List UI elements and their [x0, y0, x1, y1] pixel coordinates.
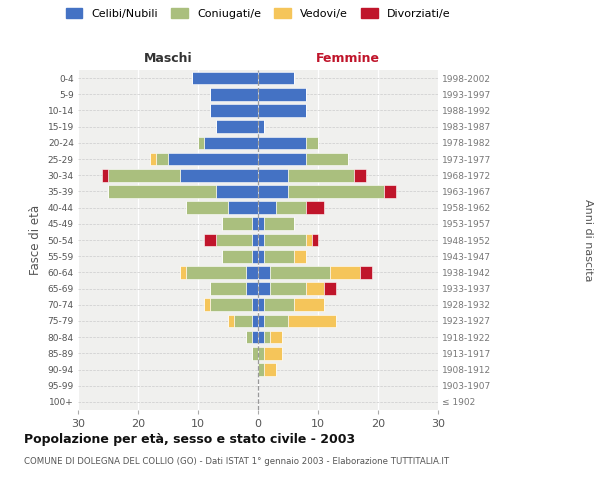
Bar [150, 152, 156, 166]
Y-axis label: Fasce di età: Fasce di età [29, 205, 42, 275]
Bar [354, 169, 366, 181]
Bar [306, 136, 318, 149]
Bar [228, 314, 234, 328]
Bar [288, 169, 354, 181]
Text: Anni di nascita: Anni di nascita [583, 198, 593, 281]
Bar [306, 234, 312, 246]
Bar [264, 298, 294, 311]
Bar [258, 314, 264, 328]
Bar [264, 234, 306, 246]
Bar [252, 234, 258, 246]
Bar [270, 282, 306, 295]
Bar [288, 185, 384, 198]
Bar [180, 266, 186, 278]
Text: COMUNE DI DOLEGNA DEL COLLIO (GO) - Dati ISTAT 1° gennaio 2003 - Elaborazione TU: COMUNE DI DOLEGNA DEL COLLIO (GO) - Dati… [24, 458, 449, 466]
Bar [258, 363, 264, 376]
Bar [204, 136, 258, 149]
Bar [258, 331, 264, 344]
Bar [216, 185, 258, 198]
Bar [258, 152, 306, 166]
Bar [246, 266, 258, 278]
Bar [258, 250, 264, 262]
Bar [108, 185, 216, 198]
Bar [204, 298, 210, 311]
Bar [306, 202, 324, 214]
Bar [258, 169, 288, 181]
Bar [228, 202, 258, 214]
Bar [276, 202, 306, 214]
Bar [264, 250, 294, 262]
Bar [216, 234, 252, 246]
Bar [180, 169, 258, 181]
Bar [222, 250, 252, 262]
Bar [330, 266, 360, 278]
Bar [102, 169, 108, 181]
Bar [246, 282, 258, 295]
Bar [156, 152, 168, 166]
Bar [252, 298, 258, 311]
Bar [258, 266, 270, 278]
Bar [270, 331, 282, 344]
Bar [210, 282, 246, 295]
Bar [186, 266, 246, 278]
Bar [264, 347, 282, 360]
Bar [270, 266, 330, 278]
Bar [294, 250, 306, 262]
Bar [186, 202, 228, 214]
Bar [258, 104, 306, 117]
Bar [210, 298, 252, 311]
Bar [258, 218, 264, 230]
Bar [258, 202, 276, 214]
Bar [252, 218, 258, 230]
Text: Maschi: Maschi [143, 52, 193, 65]
Bar [168, 152, 258, 166]
Legend: Celibi/Nubili, Coniugati/e, Vedovi/e, Divorziati/e: Celibi/Nubili, Coniugati/e, Vedovi/e, Di… [66, 8, 450, 19]
Bar [258, 136, 306, 149]
Bar [258, 282, 270, 295]
Bar [198, 136, 204, 149]
Bar [294, 298, 324, 311]
Bar [312, 234, 318, 246]
Bar [360, 266, 372, 278]
Bar [288, 314, 336, 328]
Bar [384, 185, 396, 198]
Bar [204, 234, 216, 246]
Bar [306, 152, 348, 166]
Bar [216, 120, 258, 133]
Bar [210, 88, 258, 101]
Text: Popolazione per età, sesso e stato civile - 2003: Popolazione per età, sesso e stato civil… [24, 432, 355, 446]
Text: Femmine: Femmine [316, 52, 380, 65]
Bar [258, 120, 264, 133]
Bar [324, 282, 336, 295]
Bar [252, 347, 258, 360]
Bar [258, 298, 264, 311]
Bar [264, 363, 276, 376]
Bar [258, 88, 306, 101]
Bar [306, 282, 324, 295]
Bar [252, 314, 258, 328]
Bar [258, 185, 288, 198]
Bar [246, 331, 252, 344]
Bar [264, 331, 270, 344]
Bar [252, 331, 258, 344]
Bar [108, 169, 180, 181]
Bar [264, 218, 294, 230]
Bar [252, 250, 258, 262]
Bar [258, 234, 264, 246]
Bar [264, 314, 288, 328]
Bar [192, 72, 258, 85]
Bar [258, 347, 264, 360]
Bar [258, 72, 294, 85]
Bar [222, 218, 252, 230]
Bar [210, 104, 258, 117]
Bar [234, 314, 252, 328]
